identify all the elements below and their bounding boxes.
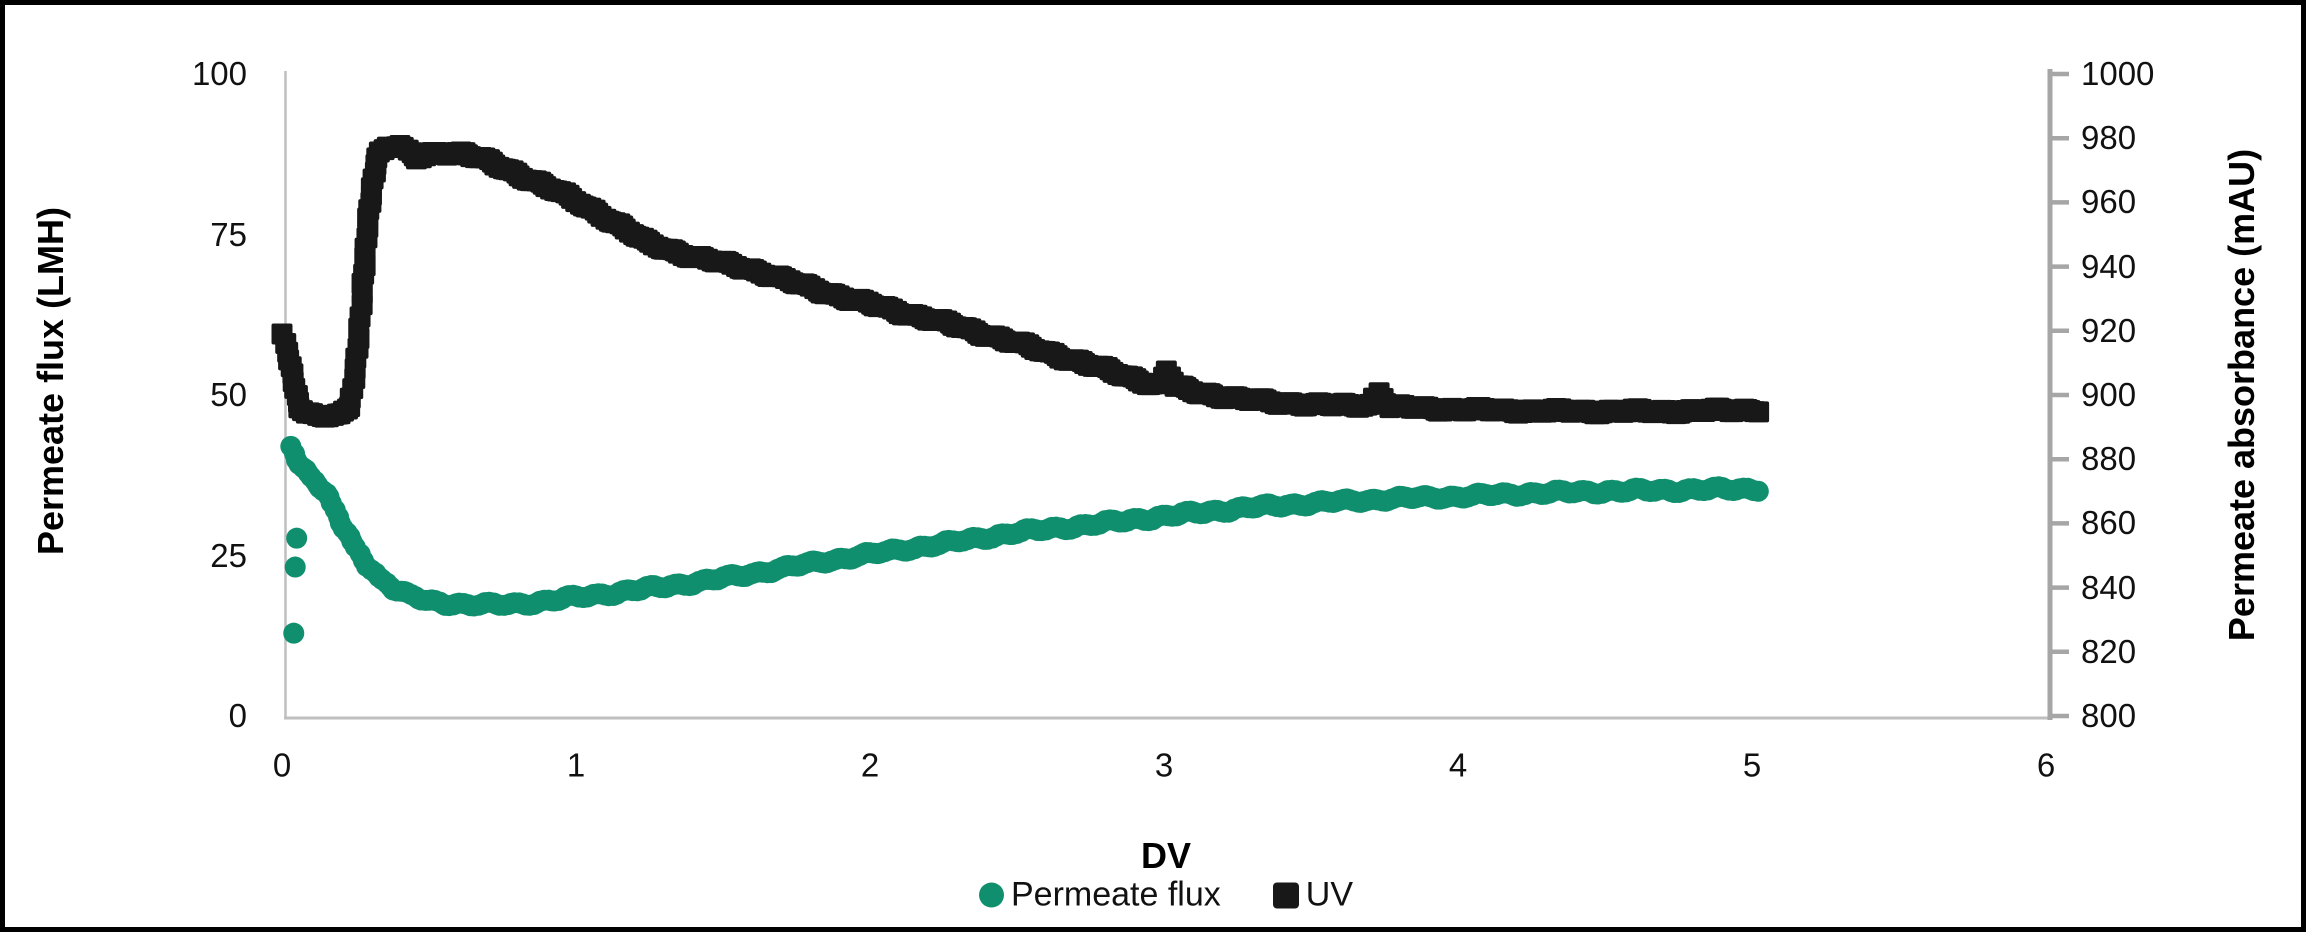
y-right-tick-label-960: 960 bbox=[2081, 183, 2137, 221]
y-right-tick-label-940: 940 bbox=[2081, 247, 2137, 285]
x-tick-label-2: 2 bbox=[860, 746, 880, 784]
y-left-tick-label-50: 50 bbox=[210, 376, 247, 413]
y-right-tick-label-800: 800 bbox=[2081, 697, 2137, 734]
chart-canvas bbox=[271, 69, 2069, 720]
x-tick-label-0: 0 bbox=[272, 746, 292, 784]
x-tick-label-4: 4 bbox=[1448, 746, 1468, 784]
y-right-tick-label-820: 820 bbox=[2081, 632, 2137, 670]
y-left-tick-label-0: 0 bbox=[228, 697, 247, 734]
uv-marker-icon bbox=[1272, 882, 1299, 908]
left-axis-title: Permeate flux (LMH) bbox=[30, 206, 71, 556]
legend-label-uv: UV bbox=[1305, 875, 1353, 914]
uv-series bbox=[271, 135, 1770, 428]
x-axis-title: DV bbox=[1140, 835, 1192, 876]
x-tick-label-3: 3 bbox=[1154, 746, 1174, 784]
legend-label-permeate-flux: Permeate flux bbox=[1011, 875, 1221, 914]
y-right-tick-label-980: 980 bbox=[2081, 119, 2137, 157]
y-left-tick-label-25: 25 bbox=[210, 536, 247, 574]
y-left-tick-label-100: 100 bbox=[191, 55, 247, 92]
permeate-flux-marker-icon bbox=[979, 882, 1004, 908]
permeate-flux-series bbox=[280, 435, 1769, 644]
y-right-tick-label-1000: 1000 bbox=[2081, 55, 2155, 92]
x-tick-label-5: 5 bbox=[1742, 746, 1762, 784]
y-right-tick-label-840: 840 bbox=[2081, 568, 2137, 606]
x-tick-label-6: 6 bbox=[2036, 746, 2056, 784]
y-right-tick-label-900: 900 bbox=[2081, 376, 2137, 413]
legend-item-uv: UV bbox=[1272, 875, 1353, 915]
legend-item-permeate-flux: Permeate flux bbox=[979, 876, 1221, 915]
y-left-tick-label-75: 75 bbox=[210, 215, 247, 253]
y-right-tick-label-860: 860 bbox=[2081, 504, 2137, 542]
x-tick-label-1: 1 bbox=[566, 746, 586, 784]
y-right-tick-label-880: 880 bbox=[2081, 440, 2137, 478]
legend: Permeate flux UV bbox=[979, 876, 1353, 915]
y-right-tick-label-920: 920 bbox=[2081, 311, 2137, 349]
right-axis-title: Permeate absorbance (mAU) bbox=[2221, 148, 2262, 642]
axes-layer bbox=[284, 69, 2069, 720]
